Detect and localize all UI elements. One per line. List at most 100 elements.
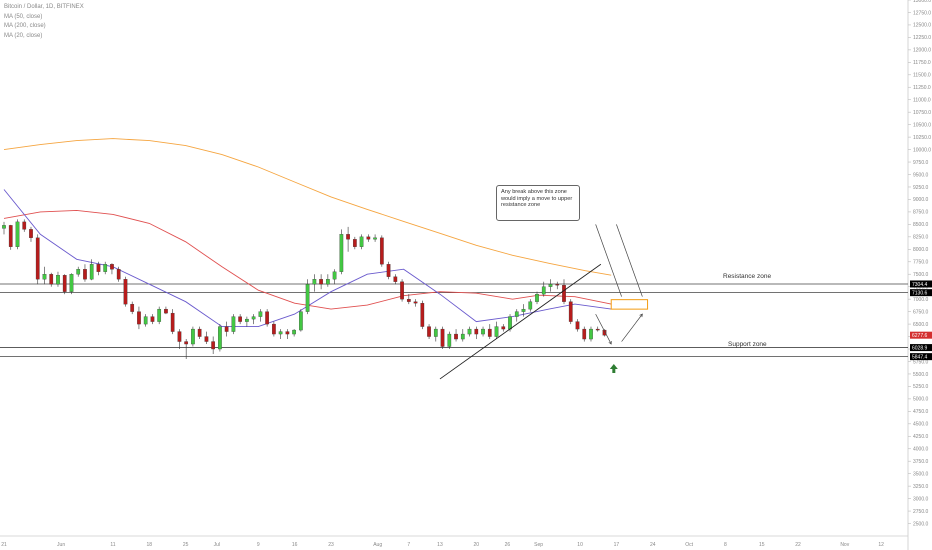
candle [278,329,283,340]
y-tick-label: 12500.0 [913,23,931,29]
candle [110,263,114,275]
candle [393,274,398,285]
candle-body [487,328,492,337]
candle-body [150,316,155,322]
y-tick-label: 5500.0 [913,372,929,378]
x-tick-label: Oct [685,542,693,548]
candle [83,264,87,282]
y-tick-label: 4750.0 [913,409,929,415]
candle [589,326,593,342]
price-badge-bg [910,344,932,352]
candle-body [528,301,533,310]
y-tick-label: 2500.0 [913,521,929,527]
callout-note[interactable]: Any break above this zone would imply a … [496,185,580,221]
x-tick-label: 9 [257,542,260,548]
candle-body [191,328,195,345]
candle [211,336,216,355]
candle [251,314,256,325]
candle-body [2,225,6,229]
candle-body [386,264,391,277]
candle-body [514,311,519,317]
y-tick-label: 6750.0 [913,309,929,315]
y-tick-label: 4250.0 [913,434,929,440]
candle-body [589,328,593,340]
y-tick-label: 5000.0 [913,397,929,403]
y-tick-label: 13000.0 [913,0,931,4]
price-badge-text: 7304.4 [912,282,928,288]
candle-body [474,328,479,335]
candle-body [143,316,148,325]
y-tick-label: 12000.0 [913,48,931,54]
candle-body [251,316,256,320]
candle-body [359,236,364,247]
x-tick-label: 15 [759,542,765,548]
ascending-trendline [439,263,602,380]
candle [56,271,60,287]
candle-body [339,234,344,272]
price-badge-text: 6028.9 [912,345,928,351]
y-tick-label: 4000.0 [913,447,929,453]
candle [528,299,533,312]
x-tick-label: 8 [724,542,727,548]
candle [541,281,546,297]
y-tick-label: 3000.0 [913,496,929,502]
candle-body [467,328,472,335]
candle-body [218,326,222,350]
candle-body [103,264,108,272]
price-badge-text: 6277.6 [912,333,928,339]
candle-body [164,308,168,314]
y-tick-label: 9250.0 [913,185,929,191]
candle [15,219,20,250]
candle-body [508,316,512,330]
candle-body [568,301,573,322]
candle-body [8,225,13,247]
candle [373,234,377,242]
candle-body [49,274,54,285]
candle-body [366,236,371,240]
y-tick-label: 3750.0 [913,459,929,465]
candle [305,279,310,315]
candle-body [130,303,135,312]
y-tick-label: 8750.0 [913,210,929,216]
x-tick-label: Nov [840,542,849,548]
y-tick-label: 9750.0 [913,160,929,166]
candle-body [62,275,67,292]
candle-body [265,311,269,325]
x-tick-label: 16 [292,542,298,548]
candle-body [326,279,330,285]
candle-body [285,331,290,335]
candle-body [494,326,499,337]
x-tick-label: Jul [214,542,220,548]
candle [49,272,54,287]
legend-ma50: MA (50, close) [4,13,43,20]
candle-body [245,318,249,322]
candle [582,326,587,342]
candle-body [555,284,560,286]
candle [521,304,526,317]
candle [69,273,74,295]
legend-symbol: Bitcoin / Dollar, 1D, BITFINEX [4,4,84,10]
candle-body [602,329,607,336]
candle [197,326,202,340]
candle [366,234,371,242]
ma200-line [3,138,612,276]
candle [143,314,148,327]
candle-body [29,229,33,238]
candle-body [184,341,189,345]
candle [413,299,418,307]
candle-body [35,237,40,280]
candle-body [400,281,404,300]
candle [359,234,364,250]
candle-body [211,341,216,350]
callout-leader-line [616,224,643,297]
candle-body [319,279,323,285]
candle-body [433,328,438,337]
candle-body [521,308,526,312]
support-zone-label: Support zone [728,341,767,348]
y-tick-label: 3500.0 [913,471,929,477]
x-tick-label: 20 [474,542,480,548]
y-tick-label: 9500.0 [913,172,929,178]
candle-body [157,308,162,322]
candle [238,314,242,325]
candle-body [548,284,553,287]
